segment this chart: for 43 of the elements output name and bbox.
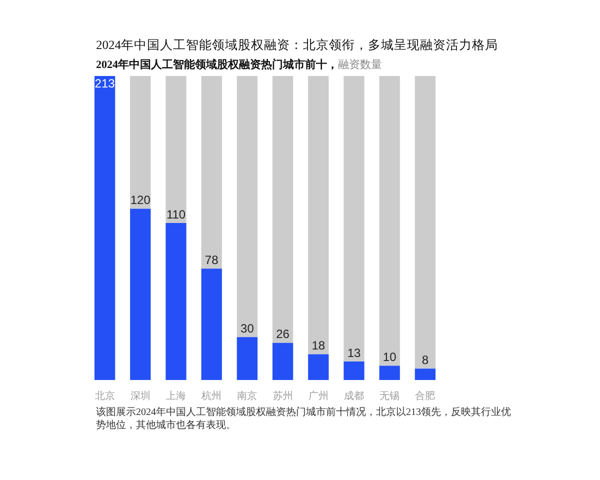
x-tick-label: 南京 xyxy=(237,390,258,402)
bar xyxy=(344,361,364,380)
x-tick-label: 杭州 xyxy=(200,390,222,402)
data-label: 18 xyxy=(312,338,326,353)
bar xyxy=(379,366,400,380)
bar xyxy=(272,76,294,343)
bar xyxy=(201,268,222,380)
x-tick-label: 北京 xyxy=(94,390,115,402)
bar xyxy=(272,342,294,380)
bar xyxy=(414,368,436,380)
chart-title: 2024年中国人工智能领域股权融资：北京领衔，多城呈现融资活力格局 xyxy=(96,37,498,54)
data-label: 10 xyxy=(382,350,397,364)
bar xyxy=(308,354,329,380)
x-tick-label: 深圳 xyxy=(130,390,150,402)
x-tick-label: 上海 xyxy=(166,390,186,402)
bar xyxy=(201,76,222,269)
bar xyxy=(94,76,116,380)
y-axis-title: 融资数量 xyxy=(338,59,382,71)
data-label: 26 xyxy=(276,327,290,342)
x-tick-label: 广州 xyxy=(308,390,328,402)
bar xyxy=(166,223,186,380)
x-tick-label: 成都 xyxy=(344,390,364,402)
data-label: 13 xyxy=(347,346,361,360)
data-label: 110 xyxy=(166,207,186,222)
x-tick-label: 合肥 xyxy=(415,390,436,402)
bar xyxy=(414,76,436,369)
x-tick-label: 无锡 xyxy=(380,390,400,402)
data-label: 120 xyxy=(130,193,151,208)
bar xyxy=(166,76,186,224)
bar xyxy=(308,76,329,354)
bar xyxy=(236,76,258,338)
bar xyxy=(130,208,151,380)
data-label: 78 xyxy=(204,252,219,267)
chart-subtitle: 2024年中国人工智能领域股权融资热门城市前十， xyxy=(96,59,338,71)
bar xyxy=(344,76,364,362)
data-label: 213 xyxy=(94,76,116,90)
bar xyxy=(379,76,400,366)
data-label: 8 xyxy=(422,352,429,367)
bar xyxy=(130,76,151,209)
x-tick-label: 苏州 xyxy=(272,390,293,402)
text: 该图展示2024年中国人工智能领域股权融资热门城市前十情况，北京以213领先，反映其行业优势地位，其他城市也各有表现。 xyxy=(96,406,512,432)
bar xyxy=(236,337,258,380)
data-label: 30 xyxy=(240,321,254,336)
